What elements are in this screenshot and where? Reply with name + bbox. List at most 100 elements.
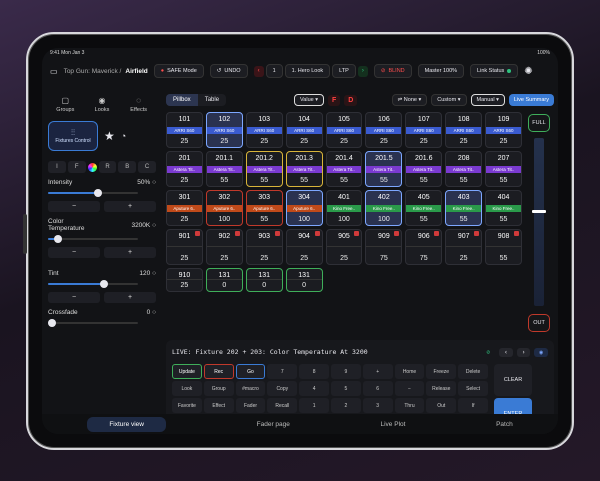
key-7[interactable]: 7 bbox=[267, 364, 298, 379]
fixture-cell[interactable]: 401 Kino Free.. 100 bbox=[325, 190, 363, 226]
fixture-cell[interactable]: 201.6 Astera Tit.. 55 bbox=[405, 151, 443, 187]
fixture-cell[interactable]: 109 ARRI S60 25 bbox=[485, 112, 522, 148]
fixture-cell[interactable]: 201.2 Astera Tit.. 55 bbox=[245, 151, 283, 187]
fixture-cell[interactable]: 405 Kino Free.. 55 bbox=[405, 190, 443, 226]
master-fader[interactable] bbox=[532, 138, 546, 306]
fixture-cell[interactable]: 907 25 bbox=[445, 229, 483, 265]
fixture-cell[interactable]: 905 25 bbox=[325, 229, 363, 265]
settings-gear-icon[interactable]: ✺ bbox=[524, 65, 533, 77]
fixture-cell[interactable]: 201.4 Astera Tit.. 55 bbox=[325, 151, 363, 187]
plus-button[interactable]: + bbox=[104, 247, 156, 258]
cue-mode[interactable]: LTP bbox=[332, 64, 356, 78]
key-3[interactable]: 3 bbox=[362, 398, 393, 413]
key-fader[interactable]: Fader bbox=[235, 398, 266, 413]
link-status[interactable]: Link Status bbox=[470, 64, 519, 78]
key-delete[interactable]: Delete bbox=[458, 364, 488, 379]
mode-f-button[interactable]: F bbox=[67, 161, 86, 173]
fixture-cell[interactable]: 104 ARRI S60 25 bbox=[285, 112, 323, 148]
key-select[interactable]: Select bbox=[458, 381, 488, 396]
key-update[interactable]: Update bbox=[172, 364, 202, 379]
key--macro[interactable]: #macro bbox=[235, 381, 266, 396]
fixture-cell[interactable]: 102 ARRI S60 25 bbox=[205, 112, 243, 148]
fixture-cell[interactable]: 201 Astera Tit.. 25 bbox=[166, 151, 203, 187]
fixture-cell[interactable]: 904 25 bbox=[285, 229, 323, 265]
fixture-cell[interactable]: 903 25 bbox=[245, 229, 283, 265]
settings-icon[interactable]: ◉ bbox=[534, 347, 548, 357]
color-wheel-icon[interactable] bbox=[87, 163, 97, 172]
undo-button[interactable]: ↺ UNDO bbox=[209, 64, 248, 78]
fixture-cell[interactable]: 131 0 bbox=[245, 268, 283, 292]
fixture-cell[interactable]: 404 Kino Free.. 55 bbox=[485, 190, 522, 226]
key-release[interactable]: Release bbox=[426, 381, 457, 396]
slider-knob[interactable] bbox=[54, 235, 62, 243]
pie-icon[interactable]: ◔ bbox=[120, 131, 127, 141]
color-temp-slider[interactable] bbox=[48, 235, 156, 243]
mode-c-button[interactable]: C bbox=[138, 161, 156, 173]
fixture-cell[interactable]: 208 Astera Tit.. 55 bbox=[445, 151, 483, 187]
custom-dropdown[interactable]: Custom ▾ bbox=[431, 94, 467, 106]
fixture-cell[interactable]: 302 Aputure 6.. 100 bbox=[205, 190, 243, 226]
fixture-cell[interactable]: 201.3 Astera Tit.. 55 bbox=[285, 151, 323, 187]
fixture-cell[interactable]: 207 Astera Tit.. 55 bbox=[485, 151, 522, 187]
master-level[interactable]: Master 100% bbox=[417, 64, 465, 78]
slider-knob[interactable] bbox=[94, 189, 102, 197]
fixture-cell[interactable]: 201.1 Astera Tit.. 55 bbox=[205, 151, 243, 187]
key-copy[interactable]: Copy bbox=[267, 381, 298, 396]
key-1[interactable]: 1 bbox=[299, 398, 329, 413]
fixture-cell[interactable]: 301 Aputure 6.. 25 bbox=[166, 190, 203, 226]
mode-b-button[interactable]: B bbox=[118, 161, 137, 173]
key-if[interactable]: If bbox=[458, 398, 488, 413]
fixture-cell[interactable]: 106 ARRI S60 25 bbox=[365, 112, 403, 148]
f-button[interactable]: F bbox=[328, 94, 341, 106]
tab-live-plot[interactable]: Live Plot bbox=[380, 420, 406, 428]
key-out[interactable]: Out bbox=[426, 398, 457, 413]
crossfade-slider[interactable] bbox=[48, 319, 156, 327]
fixture-cell[interactable]: 403 Kino Free.. 55 bbox=[445, 190, 483, 226]
cue-number[interactable]: 1 bbox=[265, 64, 283, 78]
key-9[interactable]: 9 bbox=[330, 364, 361, 379]
mode-r-button[interactable]: R bbox=[98, 161, 117, 173]
key-favorite[interactable]: Favorite bbox=[172, 398, 202, 413]
key-freeze[interactable]: Freeze bbox=[426, 364, 457, 379]
fixture-cell[interactable]: 131 0 bbox=[205, 268, 243, 292]
tab-table[interactable]: Table bbox=[204, 97, 220, 103]
forward-button[interactable]: › bbox=[516, 347, 531, 357]
fader-cap[interactable] bbox=[532, 210, 546, 213]
circle-icon[interactable]: ○ bbox=[152, 309, 156, 316]
check-icon[interactable]: ⊘ bbox=[486, 348, 491, 356]
key--[interactable]: − bbox=[394, 381, 425, 396]
blind-button[interactable]: ⊘ BLIND bbox=[373, 64, 412, 78]
groups-button[interactable]: ▢ Groups bbox=[48, 92, 83, 115]
key-6[interactable]: 6 bbox=[362, 381, 393, 396]
fixture-cell[interactable]: 108 ARRI S60 25 bbox=[445, 112, 483, 148]
command-text[interactable]: LIVE: Fixture 202 + 203: Color Temperatu… bbox=[172, 348, 368, 356]
fixture-cell[interactable]: 910 25 bbox=[166, 268, 203, 292]
key-8[interactable]: 8 bbox=[299, 364, 329, 379]
minus-button[interactable]: − bbox=[48, 292, 100, 303]
fixtures-control-button[interactable]: ⫶⫶ Fixtures Control bbox=[48, 121, 98, 151]
cue-next-button[interactable]: › bbox=[357, 65, 368, 77]
fixture-cell[interactable]: 906 75 bbox=[405, 229, 443, 265]
plus-button[interactable]: + bbox=[104, 292, 156, 303]
folder-icon[interactable]: ▭ bbox=[50, 66, 58, 76]
key-2[interactable]: 2 bbox=[330, 398, 361, 413]
d-button[interactable]: D bbox=[344, 94, 358, 106]
key-effect[interactable]: Effect bbox=[203, 398, 234, 413]
fixture-cell[interactable]: 909 75 bbox=[365, 229, 403, 265]
slider-knob[interactable] bbox=[100, 280, 108, 288]
fixture-cell[interactable]: 402 Kino Free.. 100 bbox=[365, 190, 403, 226]
value-dropdown[interactable]: Value ▾ bbox=[294, 94, 324, 106]
fixture-cell[interactable]: 901 25 bbox=[166, 229, 203, 265]
fixture-cell[interactable]: 303 Aputure 6.. 55 bbox=[245, 190, 283, 226]
looks-button[interactable]: ◉ Looks bbox=[85, 92, 120, 115]
fixture-cell[interactable]: 201.5 Astera Tit.. 55 bbox=[365, 151, 403, 187]
intensity-slider[interactable] bbox=[48, 189, 156, 197]
tab-pillbox[interactable]: Pillbox bbox=[166, 94, 198, 106]
key-recall[interactable]: Recall bbox=[267, 398, 298, 413]
mode-i-button[interactable]: I bbox=[48, 161, 66, 173]
fixture-cell[interactable]: 908 55 bbox=[485, 229, 522, 265]
tint-slider[interactable] bbox=[48, 280, 156, 288]
filter-none-dropdown[interactable]: ⇌ None ▾ bbox=[391, 94, 428, 106]
fixture-cell[interactable]: 101 ARRI S60 25 bbox=[166, 112, 203, 148]
key-thru[interactable]: Thru bbox=[394, 398, 425, 413]
